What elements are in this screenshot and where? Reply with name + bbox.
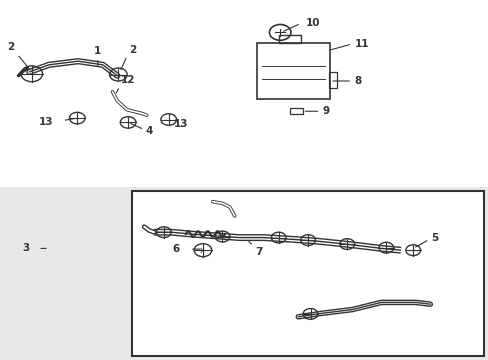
Bar <box>256 43 329 99</box>
Bar <box>132 191 483 356</box>
Text: 1: 1 <box>94 46 101 56</box>
Text: 2: 2 <box>129 45 137 55</box>
Bar <box>290 108 302 114</box>
Text: 5: 5 <box>430 233 438 243</box>
Text: 7: 7 <box>254 247 262 257</box>
Text: 4: 4 <box>145 126 153 136</box>
Text: 2: 2 <box>7 42 14 52</box>
Bar <box>0 0 488 187</box>
Text: 10: 10 <box>305 18 320 28</box>
Text: 12: 12 <box>121 75 136 85</box>
Bar <box>0 191 127 356</box>
Bar <box>328 72 337 88</box>
Text: 13: 13 <box>39 117 54 127</box>
Text: 13: 13 <box>173 119 188 129</box>
Text: x: x <box>200 246 204 255</box>
Text: 11: 11 <box>354 39 368 49</box>
Text: 9: 9 <box>322 106 329 116</box>
Text: 8: 8 <box>354 76 361 86</box>
Text: 6: 6 <box>172 244 180 254</box>
Text: 3: 3 <box>22 243 29 253</box>
Bar <box>278 35 300 43</box>
